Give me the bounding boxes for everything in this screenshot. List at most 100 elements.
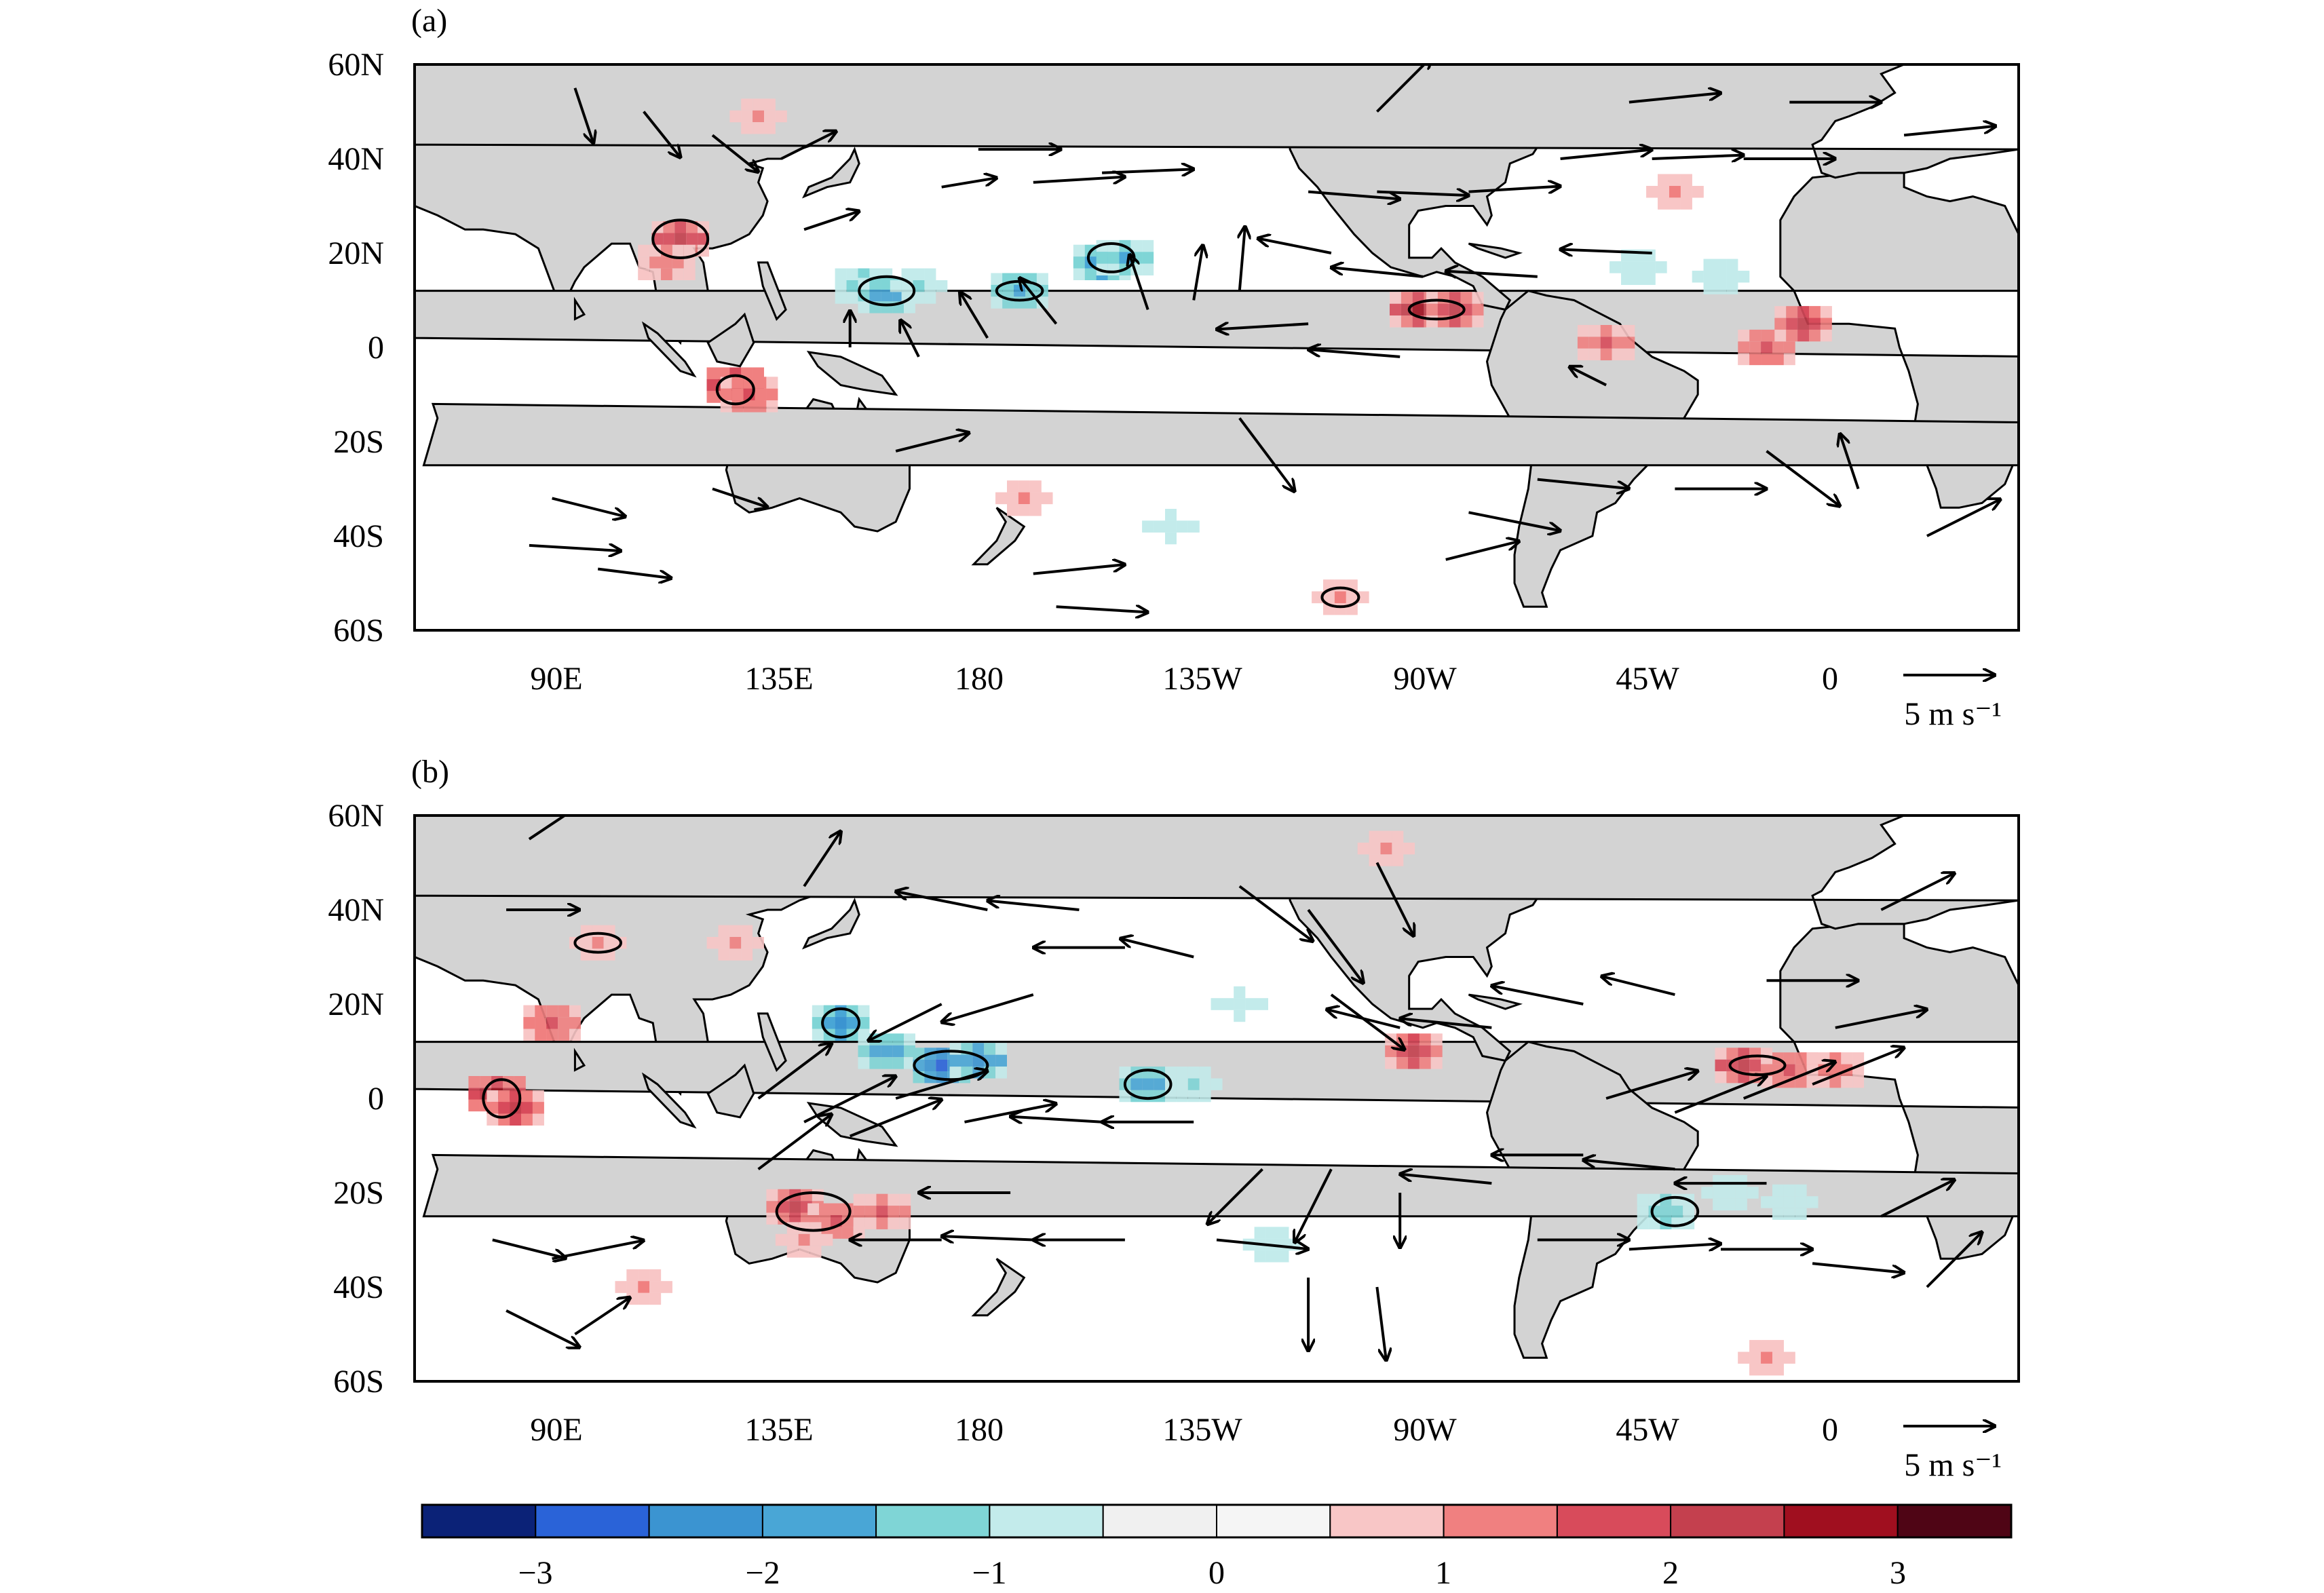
anomaly-cell	[649, 1269, 662, 1282]
wind-vector	[552, 1240, 644, 1261]
panel-a: (a) 60N 40N 20N 0 20S 40S 60S 90E 135E 1…	[328, 3, 2020, 732]
anomaly-cell	[1772, 353, 1784, 366]
anomaly-cell	[1809, 329, 1821, 342]
anomaly-cell	[764, 122, 776, 134]
wind-vector	[1926, 1232, 1982, 1288]
wind-vector	[757, 1114, 832, 1170]
anomaly-cell	[1806, 1076, 1818, 1088]
anomaly-cell	[766, 377, 778, 389]
anomaly-cell	[1633, 261, 1644, 273]
anomaly-cell	[1612, 325, 1624, 337]
anomaly-cell	[1600, 325, 1612, 337]
wind-vector	[1033, 564, 1125, 575]
anomaly-cell	[864, 1206, 877, 1218]
anomaly-cell	[1783, 1351, 1795, 1364]
anomaly-cell	[892, 1045, 904, 1058]
anomaly-cell	[1772, 1184, 1784, 1197]
anomaly-cell	[1254, 1250, 1266, 1263]
anomaly-cell	[1749, 1059, 1761, 1072]
anomaly-cell	[858, 1017, 870, 1029]
continent	[757, 261, 787, 321]
anomaly-cell	[1774, 306, 1787, 318]
anomaly-cell	[706, 937, 719, 949]
anomaly-cell	[901, 268, 913, 280]
anomaly-cell	[1385, 1057, 1397, 1069]
anomaly-cell	[1786, 318, 1798, 330]
anomaly-cell	[1334, 579, 1346, 592]
lat-tick: 20N	[328, 986, 384, 1022]
anomaly-cell	[881, 277, 893, 290]
anomaly-cell	[1621, 273, 1633, 285]
wind-vector	[1217, 324, 1309, 329]
anomaly-cell	[858, 1005, 870, 1018]
anomaly-cell	[1797, 329, 1809, 342]
wind-vector	[1569, 367, 1607, 387]
anomaly-cell	[995, 1054, 1007, 1067]
wind-vector	[1295, 1168, 1333, 1242]
anomaly-cell	[603, 937, 615, 949]
anomaly-cell	[881, 289, 893, 302]
anomaly-cell	[592, 948, 604, 961]
anomaly-cell	[1783, 1064, 1795, 1076]
anomaly-cell	[1786, 306, 1798, 318]
anomaly-cell	[1392, 843, 1404, 855]
significance-contour	[482, 1078, 522, 1119]
wind-vector	[1240, 227, 1245, 291]
anomaly-cell	[1669, 186, 1681, 198]
panel-b-continents	[415, 815, 2019, 1376]
wind-vector	[492, 1238, 566, 1259]
anomaly-cell	[1806, 1052, 1818, 1064]
anomaly-cell	[1187, 1067, 1200, 1079]
anomaly-cell	[913, 280, 925, 292]
significance-contour	[1407, 299, 1466, 321]
anomaly-cell	[731, 377, 744, 389]
anomaly-cell	[924, 1059, 936, 1072]
anomaly-cell	[706, 391, 719, 403]
wind-vector	[1130, 254, 1149, 311]
continent	[806, 351, 898, 396]
anomaly-cell	[766, 1189, 778, 1202]
continent	[1468, 993, 1523, 1010]
continent	[415, 172, 2019, 509]
anomaly-cell	[661, 256, 672, 269]
anomaly-cell	[1018, 480, 1030, 493]
anomaly-cell	[706, 379, 719, 391]
anomaly-cell	[1623, 337, 1635, 349]
anomaly-cell	[1715, 1059, 1727, 1072]
anomaly-cell	[672, 244, 684, 257]
anomaly-cell	[764, 98, 776, 111]
anomaly-cell	[899, 1217, 911, 1229]
anomaly-cell	[580, 937, 592, 949]
anomaly-cell	[753, 122, 764, 134]
wind-vector	[1605, 1071, 1698, 1100]
anomaly-cell	[1472, 315, 1484, 328]
wind-vector	[1033, 177, 1125, 183]
anomaly-cell	[807, 1203, 820, 1215]
anomaly-cell	[674, 233, 687, 245]
anomaly-cell	[1002, 284, 1014, 297]
anomaly-cell	[995, 492, 1007, 505]
continent	[802, 898, 860, 950]
anomaly-cell	[1795, 1076, 1807, 1088]
anomaly-cell	[1007, 504, 1018, 516]
anomaly-cell	[1385, 1045, 1397, 1058]
anomaly-cell	[1277, 1250, 1289, 1263]
lat-tick: 0	[368, 1081, 384, 1117]
anomaly-cell	[1380, 843, 1392, 855]
anomaly-cell	[683, 244, 696, 257]
wind-vector	[1375, 1286, 1386, 1360]
anomaly-cell	[869, 1057, 881, 1069]
anomaly-cell	[1084, 268, 1097, 280]
anomaly-cell	[835, 1029, 847, 1041]
anomaly-cell	[858, 301, 870, 313]
wind-vector	[1102, 169, 1194, 172]
anomaly-cell	[1749, 1363, 1761, 1376]
continent	[422, 402, 2019, 467]
anomaly-cell	[661, 268, 672, 280]
anomaly-cell	[1809, 306, 1821, 318]
anomaly-cell	[1176, 1078, 1188, 1090]
anomaly-cell	[753, 367, 764, 379]
anomaly-cell	[831, 1227, 842, 1239]
lon-tick: 0	[1822, 1412, 1838, 1448]
anomaly-cell	[638, 244, 650, 257]
